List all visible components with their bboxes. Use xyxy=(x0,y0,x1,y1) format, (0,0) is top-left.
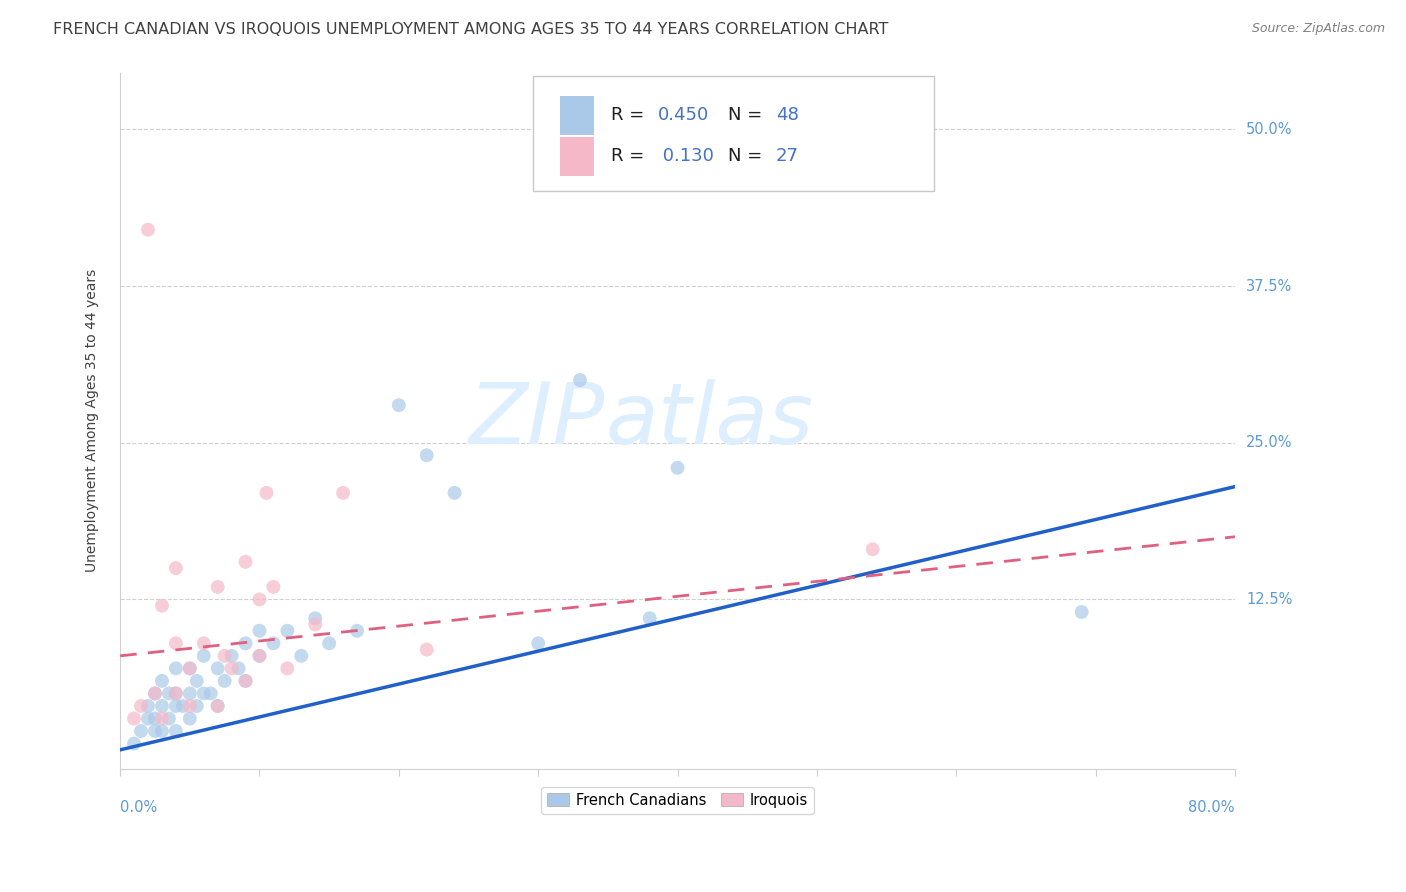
Point xyxy=(346,624,368,638)
Point xyxy=(179,712,201,726)
Point xyxy=(179,686,201,700)
Point xyxy=(150,599,173,613)
Point xyxy=(165,698,187,713)
Point xyxy=(193,686,215,700)
Legend: French Canadians, Iroquois: French Canadians, Iroquois xyxy=(541,787,814,814)
Point xyxy=(228,661,250,675)
Point xyxy=(862,542,884,557)
Point xyxy=(262,580,284,594)
Text: 27: 27 xyxy=(776,147,799,165)
Point xyxy=(262,636,284,650)
Text: FRENCH CANADIAN VS IROQUOIS UNEMPLOYMENT AMONG AGES 35 TO 44 YEARS CORRELATION C: FRENCH CANADIAN VS IROQUOIS UNEMPLOYMENT… xyxy=(53,22,889,37)
Point xyxy=(193,648,215,663)
Point xyxy=(165,686,187,700)
Text: 25.0%: 25.0% xyxy=(1246,435,1292,450)
Text: R =: R = xyxy=(610,147,650,165)
Point xyxy=(136,698,159,713)
FancyBboxPatch shape xyxy=(561,137,593,176)
Point xyxy=(165,686,187,700)
Point xyxy=(136,222,159,236)
Point xyxy=(179,661,201,675)
Point xyxy=(136,712,159,726)
Point xyxy=(165,661,187,675)
Point xyxy=(150,724,173,739)
Text: N =: N = xyxy=(728,106,768,124)
Point xyxy=(256,486,278,500)
Text: 0.0%: 0.0% xyxy=(120,800,157,815)
Point xyxy=(150,698,173,713)
Point xyxy=(129,724,152,739)
Point xyxy=(318,636,340,650)
Point xyxy=(221,648,243,663)
Point xyxy=(165,724,187,739)
Point xyxy=(249,648,271,663)
Point xyxy=(200,686,222,700)
Point xyxy=(143,686,166,700)
Point xyxy=(214,673,236,688)
Point xyxy=(666,460,689,475)
Point xyxy=(235,673,257,688)
Point xyxy=(207,698,229,713)
Point xyxy=(207,698,229,713)
Point xyxy=(304,617,326,632)
Text: 0.450: 0.450 xyxy=(658,106,709,124)
Point xyxy=(122,737,145,751)
Point xyxy=(143,712,166,726)
Point xyxy=(276,624,298,638)
Point xyxy=(388,398,411,412)
Point xyxy=(276,661,298,675)
Point xyxy=(332,486,354,500)
Point xyxy=(221,661,243,675)
Y-axis label: Unemployment Among Ages 35 to 44 years: Unemployment Among Ages 35 to 44 years xyxy=(86,269,100,573)
Text: 50.0%: 50.0% xyxy=(1246,122,1292,136)
Point xyxy=(179,661,201,675)
Text: R =: R = xyxy=(610,106,650,124)
Text: 48: 48 xyxy=(776,106,799,124)
Point xyxy=(172,698,194,713)
Point xyxy=(186,698,208,713)
Point xyxy=(157,712,180,726)
Point xyxy=(150,673,173,688)
Point xyxy=(304,611,326,625)
Point xyxy=(569,373,592,387)
Text: atlas: atlas xyxy=(605,379,813,462)
Point xyxy=(207,580,229,594)
Point xyxy=(249,592,271,607)
Text: Source: ZipAtlas.com: Source: ZipAtlas.com xyxy=(1251,22,1385,36)
Text: 37.5%: 37.5% xyxy=(1246,278,1292,293)
FancyBboxPatch shape xyxy=(561,96,593,135)
Point xyxy=(143,686,166,700)
Point xyxy=(150,712,173,726)
Text: 12.5%: 12.5% xyxy=(1246,592,1292,607)
Point xyxy=(235,555,257,569)
Point xyxy=(143,724,166,739)
Point xyxy=(165,636,187,650)
Point xyxy=(249,648,271,663)
Point xyxy=(443,486,465,500)
Point xyxy=(415,448,437,462)
Point xyxy=(179,698,201,713)
Point xyxy=(157,686,180,700)
Text: N =: N = xyxy=(728,147,768,165)
Text: ZIP: ZIP xyxy=(468,379,605,462)
Point xyxy=(415,642,437,657)
Point xyxy=(186,673,208,688)
Point xyxy=(235,673,257,688)
FancyBboxPatch shape xyxy=(533,77,934,191)
Point xyxy=(129,698,152,713)
Point xyxy=(527,636,550,650)
Point xyxy=(193,636,215,650)
Point xyxy=(290,648,312,663)
Point xyxy=(207,661,229,675)
Point xyxy=(1070,605,1092,619)
Text: 0.130: 0.130 xyxy=(658,147,714,165)
Point xyxy=(235,636,257,650)
Text: 80.0%: 80.0% xyxy=(1188,800,1234,815)
Point xyxy=(122,712,145,726)
Point xyxy=(638,611,661,625)
Point xyxy=(249,624,271,638)
Point xyxy=(165,561,187,575)
Point xyxy=(214,648,236,663)
